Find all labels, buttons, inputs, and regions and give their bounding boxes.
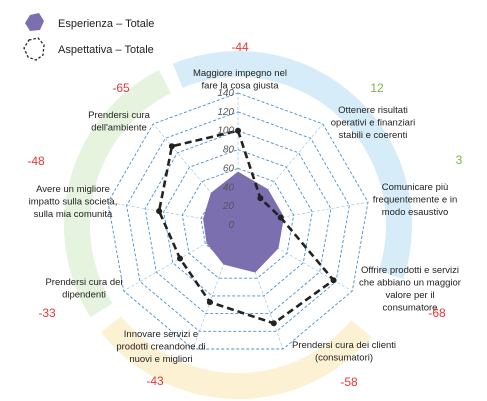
gap-label: -48	[27, 154, 45, 168]
series-esperienza	[203, 171, 285, 273]
legend-swatch-esperienza	[25, 13, 44, 31]
series-aspettativa-point	[156, 208, 163, 215]
grid-ring	[126, 111, 350, 332]
gap-label: -33	[38, 306, 56, 320]
legend-label-aspettativa: Aspettativa – Totale	[58, 44, 154, 56]
grid-ring	[163, 149, 313, 297]
legend-label-esperienza: Esperienza – Totale	[58, 18, 154, 30]
grid-ring	[181, 167, 295, 279]
category-label: Prendersi cura dei dipendenti	[45, 277, 122, 301]
band-blue	[172, 50, 412, 279]
series-aspettativa-line	[157, 129, 335, 325]
gap-label: -68	[428, 306, 446, 320]
series-aspettativa-point	[206, 299, 213, 306]
tick-label: 80	[223, 145, 235, 156]
category-label: Maggiore impegno nel fare la cosa giusta	[193, 68, 287, 92]
tick-label: 100	[217, 126, 234, 137]
background-bands	[64, 50, 412, 399]
category-label: Prendersi cura dell'ambiente	[88, 110, 150, 134]
tick-label: 40	[223, 182, 235, 193]
tick-label: 120	[217, 107, 234, 118]
band-green	[64, 69, 171, 318]
category-label: Prendersi cura dei clienti (consumatori)	[292, 340, 396, 364]
tick-label: 0	[228, 220, 234, 231]
tick-label: 20	[222, 201, 235, 212]
gap-label: 3	[456, 153, 463, 167]
legend: Esperienza – Totale Aspettativa – Totale	[23, 13, 154, 61]
category-label: Avere un migliore impatto sulla società, s…	[29, 184, 118, 220]
radial-tick-labels: 0 20 40 60 80 100 120 140	[217, 88, 234, 231]
tick-label: 60	[223, 163, 235, 174]
series-aspettativa-point	[270, 320, 277, 327]
tick-label: 140	[217, 88, 234, 99]
gap-label: 12	[370, 81, 384, 95]
category-label: Offrire prodotti e servizi che abbiano un…	[359, 265, 461, 314]
series-esperienza-area	[203, 171, 285, 273]
category-labels: Maggiore impegno nel fare la cosa giusta O…	[29, 68, 461, 365]
gap-label: -58	[340, 375, 358, 389]
gap-label: -65	[112, 81, 130, 95]
series-aspettativa	[156, 127, 337, 327]
gap-label: -44	[231, 40, 249, 54]
grid-ring	[144, 130, 332, 315]
category-label: Comunicare più frequentemente e in modo es…	[373, 182, 458, 218]
grid-ring	[107, 92, 369, 350]
series-aspettativa-point	[330, 277, 337, 284]
series-aspettativa-point	[168, 143, 175, 150]
series-aspettativa-point	[277, 214, 284, 221]
legend-swatch-aspettativa	[23, 37, 45, 61]
series-aspettativa-point	[177, 255, 183, 262]
series-aspettativa-point	[257, 195, 264, 202]
gap-labels: -44 12 3 -68 -58 -43 -33 -48 -65	[27, 40, 462, 389]
category-label: Ottenere risultati operativi e finanziari…	[331, 105, 416, 141]
gap-label: -43	[146, 374, 164, 388]
band-yellow	[100, 315, 372, 399]
category-label: Innovare servizi e prodotti creandone di n…	[116, 329, 205, 365]
series-aspettativa-point	[235, 127, 241, 134]
